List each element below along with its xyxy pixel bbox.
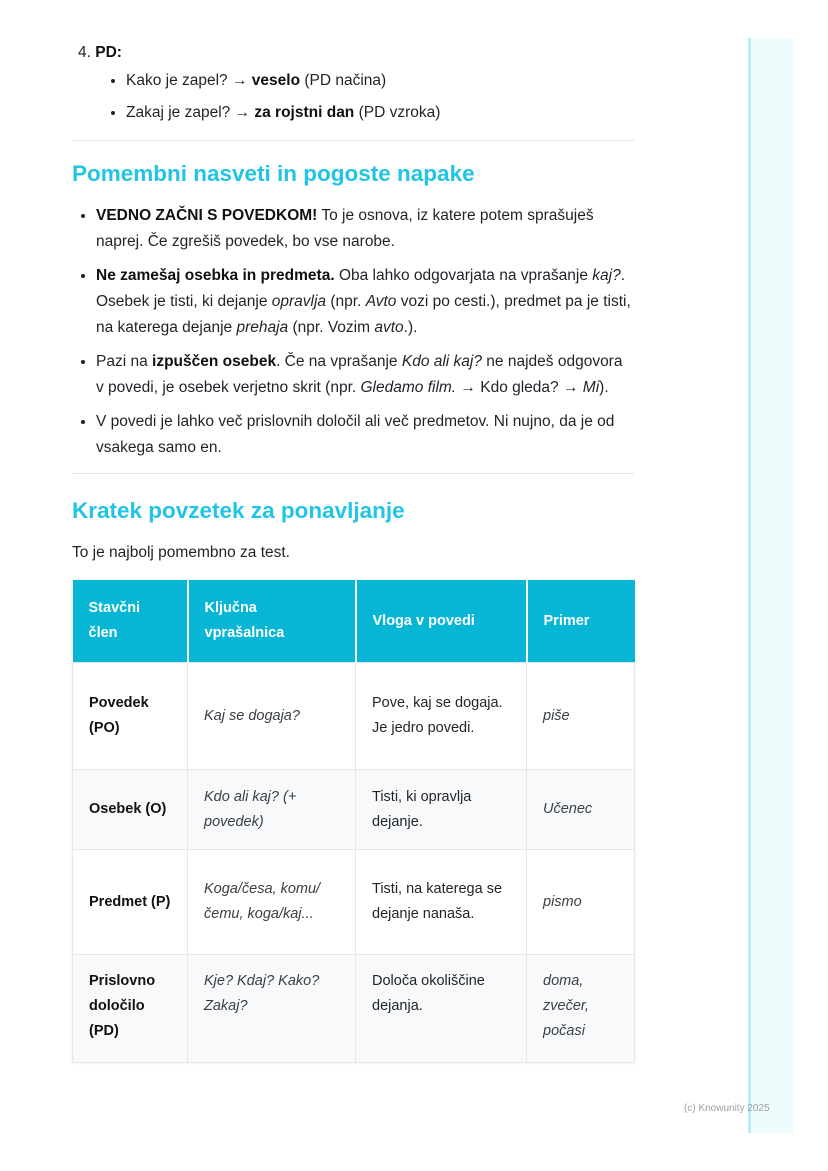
text: V povedi je lahko več prislovnih določil… xyxy=(96,413,615,456)
summary-intro: To je najbolj pomembno za test. xyxy=(72,544,290,561)
bold-text: veselo xyxy=(251,72,301,89)
italic-text: prehaja xyxy=(236,319,289,336)
italic-text: Kdo ali kaj? xyxy=(401,353,482,370)
text: .). xyxy=(403,319,418,336)
cell-member: Predmet (P) xyxy=(72,849,188,955)
cell-text: Povedek (PO) xyxy=(89,695,149,736)
bold-text: izpuščen osebek xyxy=(152,353,277,370)
table-header-row: Stavčni člen Ključna vprašalnica Vloga v… xyxy=(72,580,635,663)
summary-table: Stavčni člen Ključna vprašalnica Vloga v… xyxy=(72,580,635,1063)
text: To je osnova, iz katere potem sprašuješ … xyxy=(96,207,594,250)
column-header: Ključna vprašalnica xyxy=(187,580,357,663)
italic-text: Avto xyxy=(365,293,397,310)
cell-text: piše xyxy=(543,707,570,724)
text: Kako je zapel? → xyxy=(126,72,252,89)
side-strip xyxy=(748,38,793,1133)
table-row: Osebek (O) Kdo ali kaj? (+ povedek) Tisti,… xyxy=(72,769,635,850)
cell-question: Koga/česa, komu/čemu, koga/kaj... xyxy=(187,849,356,955)
table-row: Predmet (P) Koga/česa, komu/čemu, koga/ka… xyxy=(72,849,635,955)
bold-text: Ne zamešaj osebka in predmeta. xyxy=(96,267,335,284)
tip-item: VEDNO ZAČNI S POVEDKOM! To je osnova, iz… xyxy=(96,203,634,255)
column-header: Vloga v povedi xyxy=(355,580,528,663)
text: (PD vzroka) xyxy=(354,104,441,121)
italic-text: kaj? xyxy=(592,267,621,284)
column-header: Primer xyxy=(526,580,635,663)
text: ne najdeš odgovora v povedi, je osebek v… xyxy=(96,353,623,396)
cell-member: Prislovno določilo (PD) xyxy=(72,954,188,1063)
cell-text: Prislovno določilo (PD) xyxy=(89,973,156,1039)
table-row: Povedek (PO) Kaj se dogaja? Pove, kaj se d… xyxy=(72,662,635,770)
text: Pazi na xyxy=(96,353,153,370)
column-header: Stavčni člen xyxy=(72,580,189,663)
cell-text: Koga/česa, komu/čemu, koga/kaj... xyxy=(204,881,321,922)
cell-text: Učenec xyxy=(543,801,593,817)
text: ). xyxy=(599,379,609,396)
tip-item: V povedi je lahko več prislovnih določil… xyxy=(96,409,634,461)
cell-role: Tisti, na katerega se dejanje nanaša. xyxy=(355,849,527,955)
cell-text: Kje? Kdaj? Kako? Zakaj? xyxy=(204,973,320,1014)
divider xyxy=(72,473,634,474)
cell-member: Povedek (PO) xyxy=(72,662,188,770)
text: (npr. xyxy=(326,293,366,310)
text: (PD načina) xyxy=(300,72,387,89)
italic-text: Gledamo film. xyxy=(360,379,457,396)
cell-text: Kaj se dogaja? xyxy=(204,707,300,724)
cell-example: pismo xyxy=(526,849,635,955)
section-heading-tips: Pomembni nasveti in pogoste napake xyxy=(72,161,475,186)
list-number: 4. xyxy=(78,44,91,61)
cell-example: doma, zvečer, počasi xyxy=(526,954,635,1063)
table-row: Prislovno določilo (PD) Kje? Kdaj? Kako? … xyxy=(72,954,635,1063)
list-item: Zakaj je zapel? → za rojstni dan (PD vzr… xyxy=(126,100,634,126)
tip-item: Pazi na izpuščen osebek. Če na vprašanje… xyxy=(96,349,634,401)
italic-text: Mi xyxy=(582,379,600,396)
text: → Kdo gleda? → xyxy=(456,379,583,396)
bold-text: VEDNO ZAČNI S POVEDKOM! xyxy=(96,207,318,224)
tip-item: Ne zamešaj osebka in predmeta. Oba lahko… xyxy=(96,263,634,341)
text: . Če na vprašanje xyxy=(276,353,402,370)
document-content: 4. PD: Kako je zapel? → veselo (PD način… xyxy=(72,40,635,1063)
cell-role: Pove, kaj se dogaja. Je jedro povedi. xyxy=(355,662,527,770)
list-item: Kako je zapel? → veselo (PD načina) xyxy=(126,68,634,94)
cell-text: Predmet (P) xyxy=(89,893,171,910)
cell-example: Učenec xyxy=(526,769,635,850)
cell-question: Kje? Kdaj? Kako? Zakaj? xyxy=(187,954,356,1063)
cell-role: Določa okoliščine dejanja. xyxy=(355,954,527,1063)
text: . Osebek je tisti, ki dejanje xyxy=(96,267,626,310)
list-item-pd: 4. PD: Kako je zapel? → veselo (PD način… xyxy=(78,40,634,126)
divider xyxy=(72,140,634,141)
cell-question: Kdo ali kaj? (+ povedek) xyxy=(187,769,356,850)
list-label: PD: xyxy=(95,44,122,61)
cell-member: Osebek (O) xyxy=(72,769,188,850)
text: (npr. Vozim xyxy=(288,319,375,336)
cell-text: doma, zvečer, počasi xyxy=(543,973,589,1039)
cell-text: Kdo ali kaj? (+ povedek) xyxy=(204,788,297,830)
cell-text: Določa okoliščine dejanja. xyxy=(372,973,485,1014)
text: Oba lahko odgovarjata na vprašanje xyxy=(334,267,593,284)
cell-text: Osebek (O) xyxy=(89,801,167,817)
cell-text: Tisti, ki opravlja dejanje. xyxy=(372,788,472,830)
italic-text: opravlja xyxy=(271,293,327,310)
cell-text: pismo xyxy=(543,893,582,910)
text: vozi po cesti.), predmet pa je tisti, na… xyxy=(96,293,631,336)
bold-text: za rojstni dan xyxy=(254,104,355,121)
text: Zakaj je zapel? → xyxy=(126,104,255,121)
section-heading-summary: Kratek povzetek za ponavljanje xyxy=(72,498,405,523)
cell-role: Tisti, ki opravlja dejanje. xyxy=(355,769,527,850)
cell-question: Kaj se dogaja? xyxy=(187,662,356,770)
italic-text: avto xyxy=(374,319,404,336)
copyright-footer: (c) Knowunity 2025 xyxy=(684,1103,770,1114)
cell-example: piše xyxy=(526,662,635,770)
cell-text: Pove, kaj se dogaja. Je jedro povedi. xyxy=(372,695,503,736)
cell-text: Tisti, na katerega se dejanje nanaša. xyxy=(372,881,503,922)
